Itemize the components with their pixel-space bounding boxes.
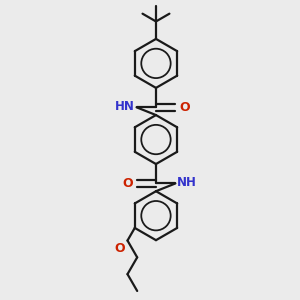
Text: HN: HN [115,100,135,113]
Text: O: O [122,177,133,190]
Text: NH: NH [177,176,197,189]
Text: O: O [115,242,125,255]
Text: O: O [179,101,190,114]
